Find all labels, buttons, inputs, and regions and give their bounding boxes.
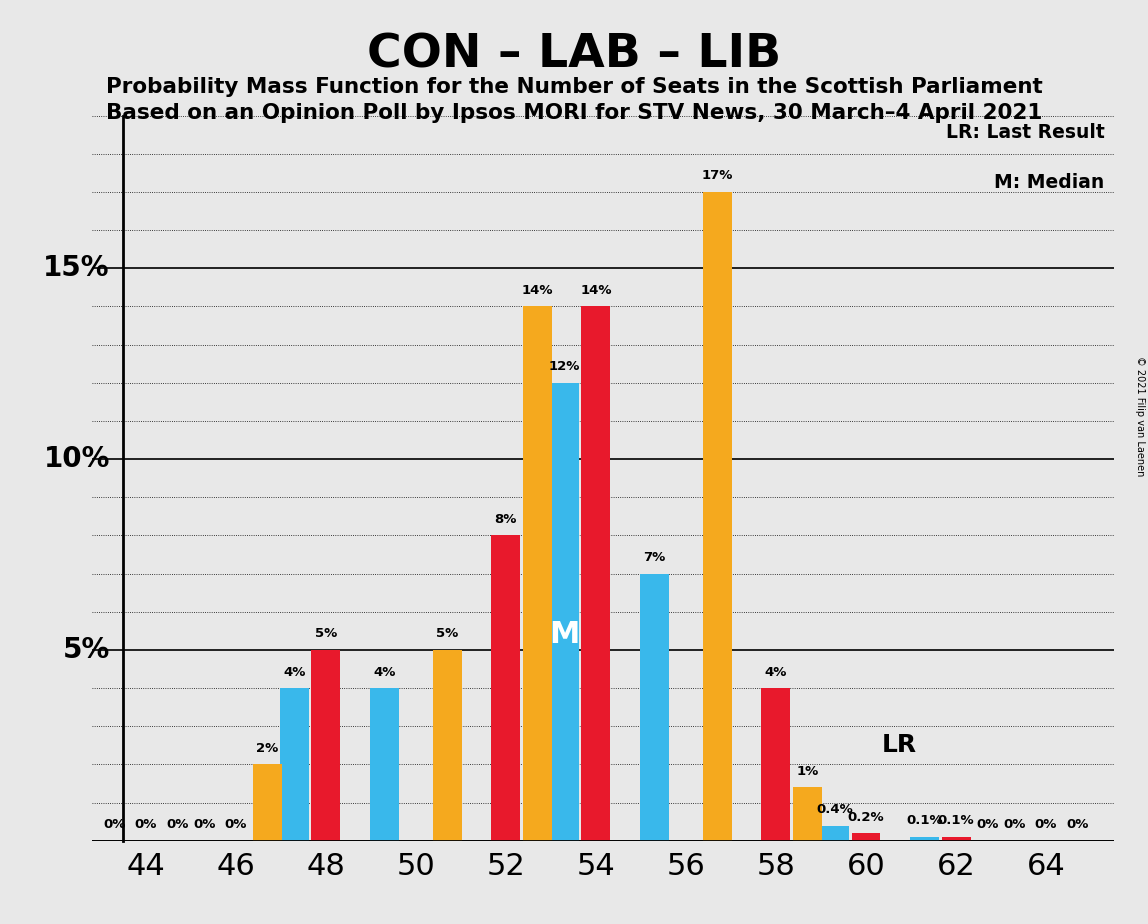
Bar	[311, 650, 341, 841]
Text: 15%: 15%	[44, 254, 110, 282]
Text: 5%: 5%	[436, 627, 458, 640]
Bar	[910, 837, 939, 841]
Bar	[253, 764, 282, 841]
Text: 12%: 12%	[549, 360, 580, 373]
Text: 14%: 14%	[580, 284, 612, 297]
Text: 1%: 1%	[797, 765, 819, 778]
Text: LR: LR	[882, 734, 917, 758]
Bar	[820, 825, 850, 841]
Text: 0%: 0%	[134, 819, 157, 832]
Text: 4%: 4%	[765, 665, 788, 678]
Text: Probability Mass Function for the Number of Seats in the Scottish Parliament: Probability Mass Function for the Number…	[106, 77, 1042, 97]
Text: 0%: 0%	[103, 819, 125, 832]
Bar	[370, 688, 398, 841]
Text: 0%: 0%	[193, 819, 216, 832]
Bar	[491, 535, 520, 841]
Bar	[703, 192, 732, 841]
Text: Based on an Opinion Poll by Ipsos MORI for STV News, 30 March–4 April 2021: Based on an Opinion Poll by Ipsos MORI f…	[106, 103, 1042, 124]
Bar	[761, 688, 791, 841]
Bar	[433, 650, 461, 841]
Text: 0%: 0%	[1003, 819, 1025, 832]
Text: 0%: 0%	[1066, 819, 1088, 832]
Text: 4%: 4%	[373, 665, 396, 678]
Text: 2%: 2%	[256, 742, 279, 755]
Text: 0.4%: 0.4%	[816, 803, 853, 816]
Text: 0%: 0%	[225, 819, 247, 832]
Text: 0%: 0%	[1034, 819, 1057, 832]
Text: 10%: 10%	[44, 445, 110, 473]
Bar	[852, 833, 881, 841]
Text: 0.1%: 0.1%	[938, 814, 975, 828]
Bar	[280, 688, 309, 841]
Bar	[581, 307, 611, 841]
Text: 4%: 4%	[284, 665, 305, 678]
Text: M: Median: M: Median	[994, 173, 1104, 192]
Bar	[639, 574, 669, 841]
Text: 5%: 5%	[315, 627, 338, 640]
Text: M: M	[549, 620, 580, 650]
Text: 7%: 7%	[643, 551, 666, 564]
Text: LR: Last Result: LR: Last Result	[946, 123, 1104, 142]
Text: © 2021 Filip van Laenen: © 2021 Filip van Laenen	[1135, 356, 1145, 476]
Text: 0.1%: 0.1%	[906, 814, 943, 828]
Text: 0%: 0%	[976, 819, 999, 832]
Text: 0%: 0%	[166, 819, 188, 832]
Text: 5%: 5%	[63, 636, 110, 664]
Text: 14%: 14%	[521, 284, 553, 297]
Text: 0.2%: 0.2%	[847, 810, 884, 823]
Bar	[941, 837, 970, 841]
Bar	[793, 787, 822, 841]
Bar	[523, 307, 552, 841]
Text: 17%: 17%	[701, 169, 734, 182]
Bar	[550, 383, 579, 841]
Text: 8%: 8%	[495, 513, 517, 526]
Text: CON – LAB – LIB: CON – LAB – LIB	[367, 32, 781, 78]
